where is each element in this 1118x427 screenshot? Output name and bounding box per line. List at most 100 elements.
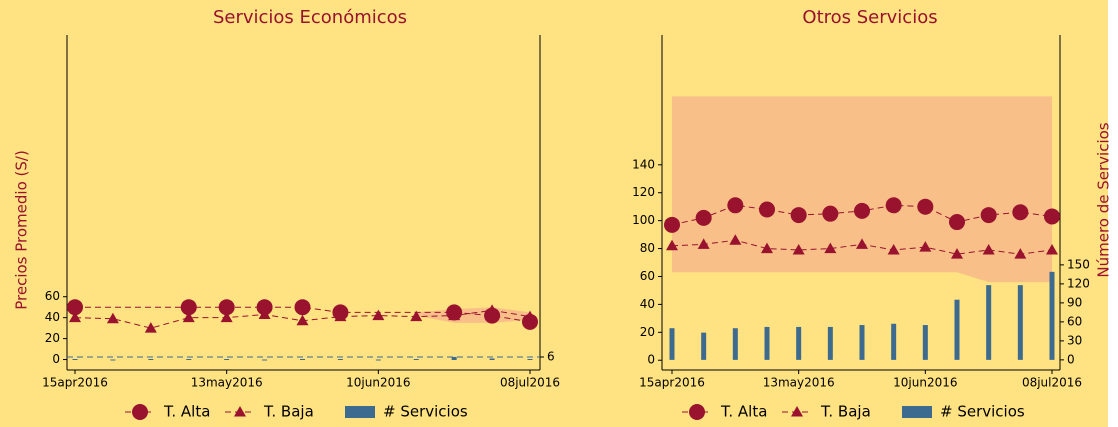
bar	[337, 359, 343, 360]
bar	[701, 332, 707, 360]
bar	[859, 325, 865, 360]
y-tick-label: 120	[632, 185, 655, 199]
marker	[1014, 248, 1027, 259]
bar	[827, 326, 833, 360]
marker	[1044, 208, 1060, 225]
marker	[144, 322, 157, 333]
marker	[759, 201, 775, 218]
y-axis-title: Precios Promedio (S/)	[13, 150, 31, 310]
bar	[186, 359, 192, 360]
legend-swatch	[345, 406, 375, 418]
x-tick-label: 13may2016	[763, 376, 835, 390]
marker	[524, 310, 536, 322]
marker	[256, 299, 273, 316]
marker	[729, 234, 742, 245]
marker	[258, 308, 271, 320]
marker	[761, 242, 773, 254]
bar	[732, 328, 738, 360]
bar	[262, 359, 268, 361]
marker	[824, 242, 837, 254]
bar	[1017, 285, 1023, 360]
marker	[1046, 243, 1058, 255]
marker	[664, 216, 680, 233]
marker	[67, 299, 83, 316]
marker	[949, 214, 965, 231]
y-tick-label: 20	[640, 325, 655, 339]
marker	[334, 310, 347, 322]
bar	[110, 359, 116, 361]
y-tick-label: 20	[45, 331, 60, 345]
marker	[695, 209, 712, 226]
series-line	[75, 306, 531, 323]
marker	[885, 197, 902, 214]
marker	[448, 309, 461, 321]
bar	[224, 359, 230, 360]
y-tick-label: 60	[640, 269, 655, 283]
bar	[375, 359, 381, 361]
marker	[666, 239, 678, 251]
x-tick-label: 13may2016	[191, 376, 263, 390]
y-tick-label: 140	[632, 157, 655, 171]
x-tick-label: 15apr2016	[639, 376, 705, 390]
marker	[1012, 204, 1029, 221]
marker	[294, 299, 311, 316]
marker	[220, 311, 233, 323]
bar	[954, 299, 960, 360]
y-tick-label: 80	[640, 241, 655, 255]
y2-tick-label: 150	[1067, 257, 1090, 271]
marker	[790, 207, 807, 224]
y2-tick-label: 60	[1067, 314, 1082, 328]
bar	[986, 285, 992, 360]
marker	[854, 202, 870, 219]
bar	[527, 359, 533, 360]
bar	[489, 358, 495, 360]
marker	[982, 243, 995, 255]
y2-tick-label: 0	[1067, 352, 1075, 366]
marker	[296, 314, 309, 326]
y2-tick-label: 120	[1067, 276, 1090, 290]
marker	[69, 311, 81, 323]
bar	[300, 359, 305, 360]
legend-label: T. Alta	[720, 403, 767, 421]
x-tick-label: 10jun2016	[346, 376, 410, 390]
marker	[887, 243, 900, 255]
x-tick-label: 08jul2016	[500, 376, 560, 390]
legend-swatch	[902, 406, 932, 418]
marker	[180, 299, 197, 316]
y2-axis-title: Número de Servicios	[1095, 122, 1113, 277]
y2-tick-label: 90	[1067, 295, 1082, 309]
marker	[919, 241, 932, 252]
marker	[792, 243, 805, 255]
x-tick-label: 15apr2016	[42, 376, 108, 390]
y-tick-label: 0	[52, 352, 60, 366]
marker	[218, 299, 235, 316]
y2-tick-label: 30	[1067, 333, 1082, 347]
marker	[727, 197, 744, 214]
range-band	[672, 96, 1052, 283]
legend-marker	[234, 406, 246, 417]
marker	[486, 304, 499, 315]
x-tick-label: 08jul2016	[1022, 376, 1082, 390]
range-band	[416, 307, 530, 323]
bar	[669, 328, 675, 360]
marker	[106, 312, 119, 324]
y2-tick-label: 6	[547, 350, 555, 364]
marker	[697, 238, 710, 249]
marker	[182, 311, 195, 323]
marker	[917, 198, 934, 215]
marker	[822, 205, 839, 222]
chart-title: Servicios Económicos	[213, 7, 407, 28]
legend-label: # Servicios	[383, 403, 468, 421]
bar	[891, 323, 897, 360]
y-tick-label: 60	[45, 289, 60, 303]
y-tick-label: 100	[632, 213, 655, 227]
legend-label: # Servicios	[940, 403, 1025, 421]
x-tick-label: 10jun2016	[893, 376, 957, 390]
legend-label: T. Alta	[163, 403, 210, 421]
legend-marker	[689, 404, 705, 420]
marker	[856, 238, 868, 249]
marker	[980, 207, 997, 224]
legend-label: T. Baja	[820, 403, 871, 421]
bar	[72, 359, 78, 360]
